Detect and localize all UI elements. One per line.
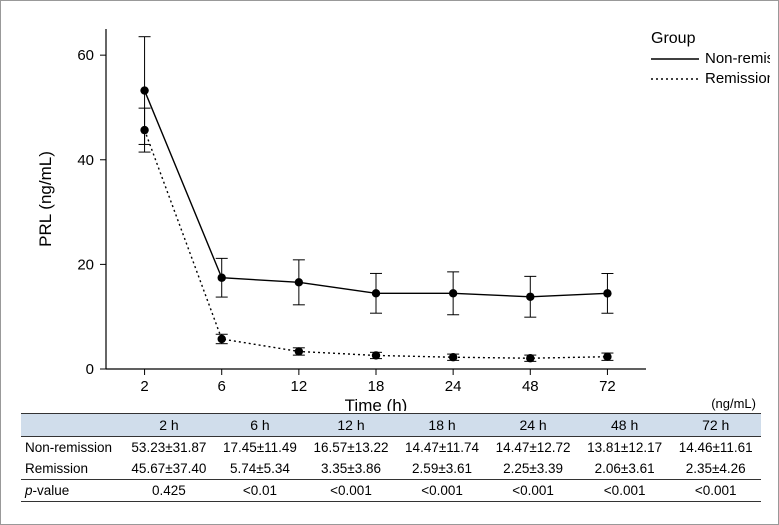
- pvalue-cell: <0.001: [579, 480, 671, 502]
- table-col-header: 48 h: [579, 414, 671, 437]
- table-col-header: 6 h: [215, 414, 306, 437]
- table-cell: 14.47±12.72: [487, 437, 579, 459]
- table-cell: 17.45±11.49: [215, 437, 306, 459]
- pvalue-cell: <0.001: [305, 480, 397, 502]
- table-cell: 5.74±5.34: [215, 458, 306, 480]
- pvalue-cell: 0.425: [123, 480, 215, 502]
- table-cell: 14.47±11.74: [397, 437, 488, 459]
- row-label: Non-remission: [21, 437, 123, 459]
- table-cell: 14.46±11.61: [670, 437, 761, 459]
- svg-text:60: 60: [77, 47, 94, 64]
- pvalue-cell: <0.01: [215, 480, 306, 502]
- svg-text:0: 0: [86, 361, 94, 378]
- table-cell: 2.35±4.26: [670, 458, 761, 480]
- table-cell: 13.81±12.17: [579, 437, 671, 459]
- svg-text:PRL (ng/mL): PRL (ng/mL): [36, 151, 55, 247]
- table-col-header: 24 h: [487, 414, 579, 437]
- svg-text:Time (h): Time (h): [345, 396, 408, 411]
- svg-text:Non-remission: Non-remission: [705, 50, 770, 67]
- svg-text:24: 24: [445, 378, 462, 395]
- pvalue-row: p-value0.425<0.01<0.001<0.001<0.001<0.00…: [21, 480, 761, 502]
- svg-text:Remission: Remission: [705, 70, 770, 87]
- row-label: Remission: [21, 458, 123, 480]
- svg-text:12: 12: [291, 378, 308, 395]
- table-cell: 45.67±37.40: [123, 458, 215, 480]
- svg-text:2: 2: [140, 378, 148, 395]
- table-cell: 2.06±3.61: [579, 458, 671, 480]
- svg-text:Group: Group: [651, 30, 696, 47]
- table-col-header: 72 h: [670, 414, 761, 437]
- prl-chart: 0 20 40 60 PRL (ng/mL) 2 6 12 18 24 48 72 Time (h) Gr…: [11, 11, 770, 411]
- table-cell: 53.23±31.87: [123, 437, 215, 459]
- table-col-header: [21, 414, 123, 437]
- svg-text:72: 72: [599, 378, 616, 395]
- chart-svg: 0 20 40 60 PRL (ng/mL) 2 6 12 18 24 48 72 Time (h) Gr…: [11, 11, 770, 411]
- pvalue-label: p-value: [21, 480, 123, 502]
- data-table-container: 2 h6 h12 h18 h24 h48 h72 h Non-remission…: [21, 413, 761, 502]
- pvalue-cell: <0.001: [670, 480, 761, 502]
- table-col-header: 12 h: [305, 414, 397, 437]
- table-col-header: 18 h: [397, 414, 488, 437]
- table-cell: 2.59±3.61: [397, 458, 488, 480]
- svg-text:48: 48: [522, 378, 539, 395]
- svg-text:20: 20: [77, 256, 94, 273]
- pvalue-cell: <0.001: [487, 480, 579, 502]
- pvalue-cell: <0.001: [397, 480, 488, 502]
- table-cell: 2.25±3.39: [487, 458, 579, 480]
- table-body: Non-remission53.23±31.8717.45±11.4916.57…: [21, 437, 761, 502]
- data-table: 2 h6 h12 h18 h24 h48 h72 h Non-remission…: [21, 413, 761, 502]
- unit-label: (ng/mL): [711, 396, 756, 411]
- table-row: Non-remission53.23±31.8717.45±11.4916.57…: [21, 437, 761, 459]
- svg-text:18: 18: [368, 378, 385, 395]
- svg-text:40: 40: [77, 152, 94, 169]
- svg-text:6: 6: [218, 378, 226, 395]
- table-header-row: 2 h6 h12 h18 h24 h48 h72 h: [21, 414, 761, 437]
- table-cell: 3.35±3.86: [305, 458, 397, 480]
- table-row: Remission45.67±37.405.74±5.343.35±3.862.…: [21, 458, 761, 480]
- table-col-header: 2 h: [123, 414, 215, 437]
- table-cell: 16.57±13.22: [305, 437, 397, 459]
